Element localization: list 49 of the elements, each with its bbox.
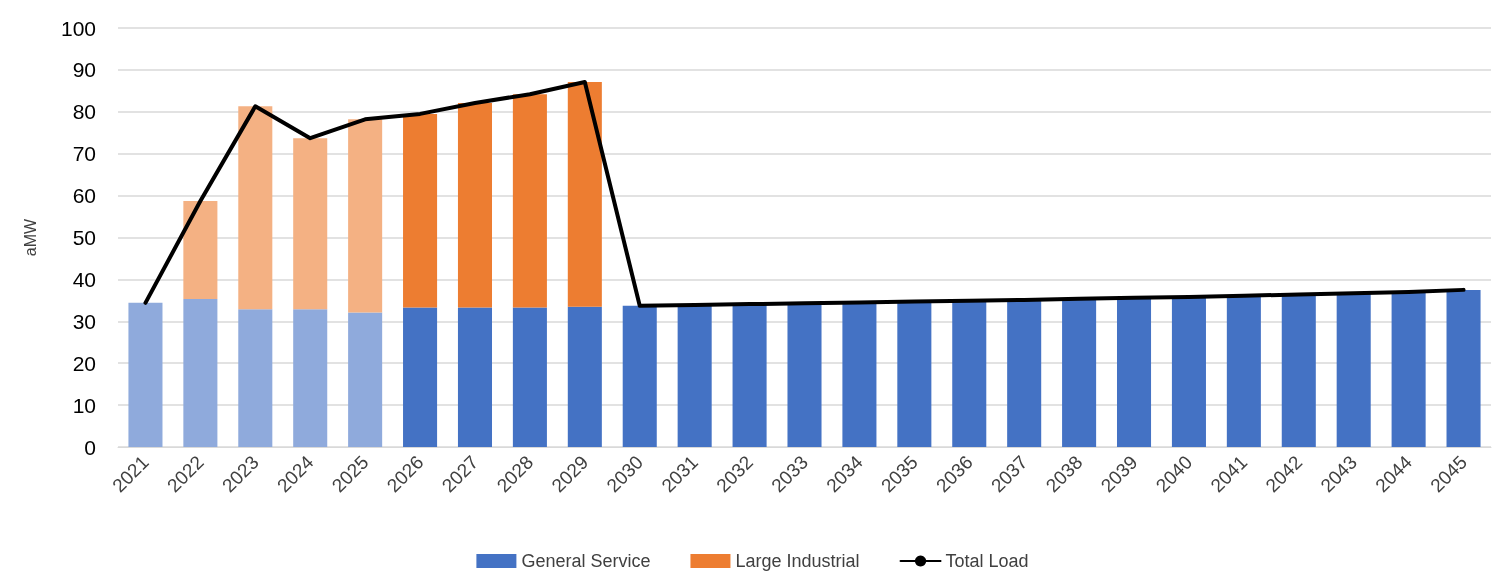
bar	[512, 307, 547, 447]
bar	[457, 103, 493, 308]
y-tick-label: 40	[72, 267, 96, 291]
bar	[897, 301, 932, 447]
bar	[1336, 293, 1371, 447]
bar	[348, 119, 383, 313]
bar	[1171, 297, 1206, 447]
bar	[348, 312, 383, 447]
bar	[1226, 295, 1261, 447]
bar	[622, 305, 657, 447]
bar	[787, 303, 822, 447]
bar	[183, 201, 218, 300]
y-tick-label: 70	[72, 142, 96, 166]
y-tick-label: 30	[72, 309, 96, 333]
y-tick-label: 50	[72, 226, 96, 249]
line-series	[143, 80, 1466, 308]
legend-label: Total Load	[945, 551, 1029, 571]
y-tick-label: 90	[72, 58, 96, 82]
legend-label: Large Industrial	[735, 551, 860, 571]
bar	[1446, 289, 1481, 447]
bar	[183, 299, 218, 447]
bar	[842, 302, 877, 447]
bar	[238, 106, 273, 310]
y-tick-label: 60	[72, 184, 96, 208]
bar	[403, 307, 438, 447]
legend-label: General Service	[521, 551, 651, 571]
y-axis-title: aMW	[21, 217, 39, 257]
y-tick-label: 80	[72, 100, 96, 124]
y-tick-label: 100	[60, 16, 96, 40]
y-tick-label: 10	[72, 393, 96, 417]
bar	[567, 306, 602, 447]
bar	[952, 300, 987, 447]
y-tick-label: 0	[84, 435, 96, 459]
bar	[403, 113, 438, 308]
bar	[293, 138, 328, 310]
bar	[567, 82, 602, 307]
bar	[457, 307, 493, 447]
bar	[293, 309, 328, 447]
bar	[1007, 299, 1042, 447]
bar	[1281, 294, 1316, 447]
bar	[1116, 297, 1152, 447]
bar	[128, 302, 163, 447]
y-tick-label: 20	[72, 351, 96, 375]
bar	[1391, 291, 1426, 447]
bar	[238, 309, 273, 447]
bar	[677, 304, 712, 447]
bar	[732, 304, 767, 447]
bar	[512, 94, 547, 308]
bar	[1062, 298, 1097, 447]
